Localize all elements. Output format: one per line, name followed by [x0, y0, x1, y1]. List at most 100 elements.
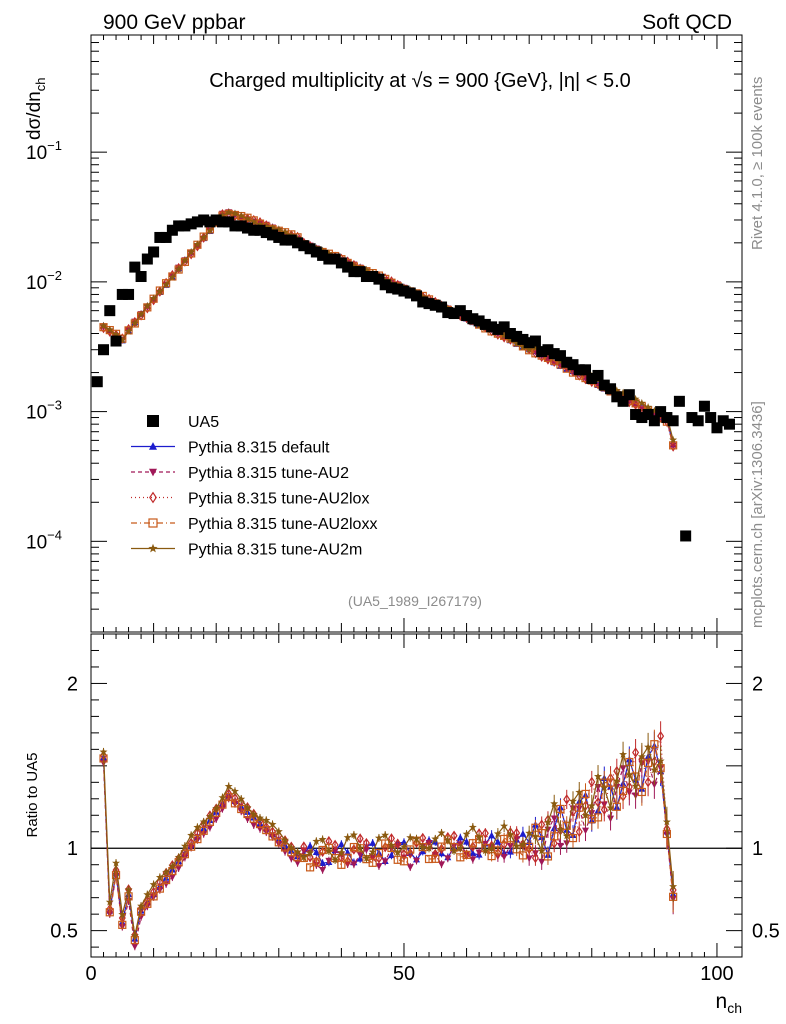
ratio-point	[469, 841, 477, 852]
ratio-point	[362, 837, 370, 849]
ratio-point	[406, 845, 415, 854]
legend-marker	[149, 442, 157, 450]
ratio-point	[550, 815, 558, 823]
ua5-point	[310, 246, 322, 258]
ratio-point	[374, 833, 383, 842]
ratio-point	[437, 828, 446, 837]
series-point	[669, 435, 678, 444]
ratio-point	[318, 835, 327, 843]
ratio-point	[631, 782, 640, 790]
ratio-point	[506, 842, 514, 850]
ratio-point	[387, 851, 395, 859]
series-point	[205, 226, 214, 235]
ratio-point	[155, 884, 164, 893]
ratio-point	[462, 829, 471, 838]
ratio-point	[356, 833, 364, 844]
ratio-point	[568, 833, 578, 843]
ua5-point	[135, 271, 147, 283]
ratio-point	[193, 823, 202, 831]
series-point	[124, 327, 133, 335]
y-tick-label: 1	[67, 838, 78, 860]
ratio-point	[481, 827, 489, 839]
ratio-point	[588, 776, 596, 788]
ratio-point	[419, 832, 427, 844]
ratio-point	[131, 943, 139, 951]
ratio-point	[456, 853, 465, 862]
ua5-point	[110, 335, 122, 347]
ua5-point	[354, 266, 366, 278]
ratio-point	[500, 839, 508, 850]
ratio-point	[593, 813, 603, 822]
ratio-point	[274, 838, 283, 847]
ua5-point	[498, 321, 510, 333]
ratio-point	[350, 844, 358, 855]
ratio-point	[381, 830, 390, 839]
main-series-layer	[91, 208, 735, 542]
ratio-point	[444, 855, 452, 863]
series-point	[199, 233, 208, 241]
ratio-point	[531, 832, 540, 840]
ratio-point	[249, 810, 258, 818]
series-point	[162, 279, 171, 288]
ua5-point	[486, 321, 498, 333]
series-point	[193, 240, 202, 248]
ua5-point	[191, 216, 203, 228]
ratio-point	[619, 765, 627, 772]
ratio-point	[644, 776, 652, 788]
legend-marker	[147, 415, 159, 427]
ratio-point	[456, 844, 465, 852]
ua5-point	[116, 288, 128, 300]
mcplots-label: mcplots.cern.ch [arXiv:1306.3436]	[749, 401, 766, 628]
ua5-point	[173, 220, 185, 232]
ratio-point	[312, 848, 320, 856]
series-point	[218, 211, 227, 219]
series-point	[105, 325, 114, 334]
ratio-point	[494, 838, 502, 845]
ua5-point	[148, 246, 160, 258]
ratio-point	[644, 742, 653, 751]
ratio-point	[543, 852, 553, 861]
series-point	[669, 441, 678, 450]
ratio-point	[180, 850, 189, 859]
chart-title: Charged multiplicity at √s = 900 {GeV}, …	[209, 70, 631, 92]
series-point	[518, 343, 527, 351]
ratio-point	[175, 865, 183, 872]
ratio-point	[231, 787, 239, 795]
ratio-point	[262, 816, 271, 824]
ratio-point	[538, 858, 546, 866]
ratio-point	[525, 842, 534, 851]
series-point	[632, 399, 640, 411]
ratio-point	[281, 836, 289, 844]
series-point	[137, 310, 146, 318]
ua5-point	[542, 344, 554, 356]
ua5-point	[580, 364, 592, 376]
ua5-point	[373, 273, 385, 285]
ua5-point	[129, 261, 141, 273]
ratio-point	[581, 811, 590, 819]
ratio-point	[206, 824, 214, 832]
series-point	[531, 343, 540, 351]
ratio-point	[105, 897, 114, 906]
series-point	[168, 273, 177, 281]
series-point	[149, 294, 158, 302]
ratio-point	[582, 827, 590, 835]
ratio-point	[562, 831, 571, 840]
ratio-point	[174, 853, 183, 861]
series-point	[99, 321, 108, 330]
y-tick-label: 10−3	[26, 398, 62, 424]
ua5-point	[223, 216, 235, 228]
series-point	[281, 227, 289, 236]
ratio-point	[424, 854, 434, 864]
ratio-point	[105, 908, 114, 917]
ratio-point	[287, 855, 295, 863]
x-tick-label: 0	[85, 963, 96, 985]
ratio-point	[205, 812, 214, 820]
ratio-point	[556, 825, 565, 833]
ua5-point	[235, 220, 247, 232]
ratio-point	[512, 841, 521, 850]
ua5-point	[179, 220, 191, 232]
ua5-point	[141, 253, 153, 265]
ua5-point	[673, 395, 685, 407]
ua5-point	[723, 418, 735, 430]
ratio-point	[575, 826, 583, 838]
